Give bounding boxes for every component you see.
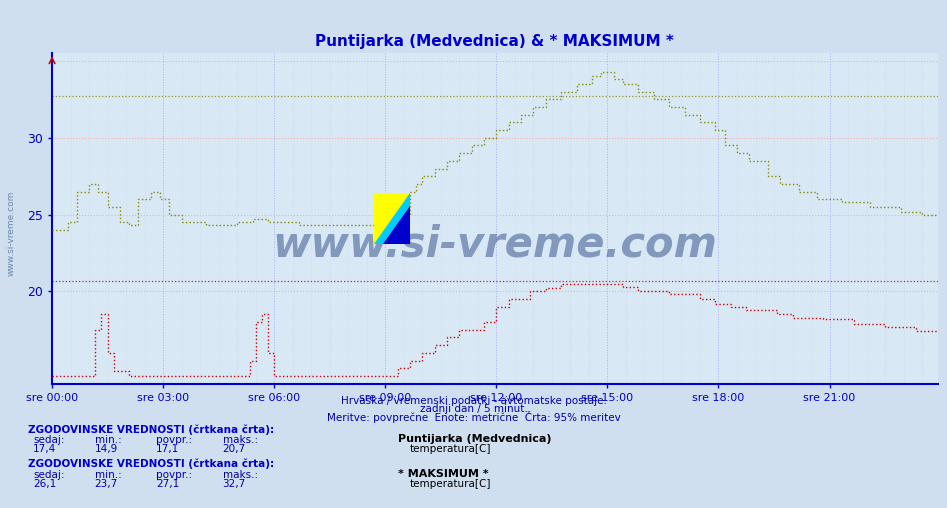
- Text: sedaj:: sedaj:: [33, 469, 64, 480]
- Title: Puntijarka (Medvednica) & * MAKSIMUM *: Puntijarka (Medvednica) & * MAKSIMUM *: [315, 35, 674, 49]
- Text: 17,4: 17,4: [33, 444, 57, 454]
- Text: povpr.:: povpr.:: [156, 435, 192, 445]
- Text: Meritve: povprečne  Enote: metrične  Črta: 95% meritev: Meritve: povprečne Enote: metrične Črta:…: [327, 411, 620, 423]
- Text: ZGODOVINSKE VREDNOSTI (črtkana črta):: ZGODOVINSKE VREDNOSTI (črtkana črta):: [28, 459, 275, 469]
- Text: sedaj:: sedaj:: [33, 435, 64, 445]
- Text: 17,1: 17,1: [156, 444, 180, 454]
- Text: www.si-vreme.com: www.si-vreme.com: [7, 191, 16, 276]
- Text: 20,7: 20,7: [223, 444, 245, 454]
- Text: povpr.:: povpr.:: [156, 469, 192, 480]
- Text: 27,1: 27,1: [156, 479, 180, 489]
- Text: Puntijarka (Medvednica): Puntijarka (Medvednica): [398, 434, 551, 444]
- Text: min.:: min.:: [95, 469, 121, 480]
- Text: Hrvaška / vremenski podatki - avtomatske postaje.: Hrvaška / vremenski podatki - avtomatske…: [341, 395, 606, 406]
- Text: 32,7: 32,7: [223, 479, 246, 489]
- Text: ZGODOVINSKE VREDNOSTI (črtkana črta):: ZGODOVINSKE VREDNOSTI (črtkana črta):: [28, 424, 275, 435]
- Text: 14,9: 14,9: [95, 444, 118, 454]
- Text: temperatura[C]: temperatura[C]: [410, 479, 491, 489]
- Text: 23,7: 23,7: [95, 479, 118, 489]
- Text: temperatura[C]: temperatura[C]: [410, 444, 491, 454]
- Text: www.si-vreme.com: www.si-vreme.com: [273, 224, 717, 266]
- Text: zadnji dan / 5 minut.: zadnji dan / 5 minut.: [420, 404, 527, 415]
- Polygon shape: [374, 193, 410, 244]
- Text: * MAKSIMUM *: * MAKSIMUM *: [398, 468, 489, 479]
- Text: maks.:: maks.:: [223, 469, 258, 480]
- Text: min.:: min.:: [95, 435, 121, 445]
- Polygon shape: [383, 206, 410, 244]
- Text: maks.:: maks.:: [223, 435, 258, 445]
- Text: 26,1: 26,1: [33, 479, 57, 489]
- Polygon shape: [374, 193, 410, 244]
